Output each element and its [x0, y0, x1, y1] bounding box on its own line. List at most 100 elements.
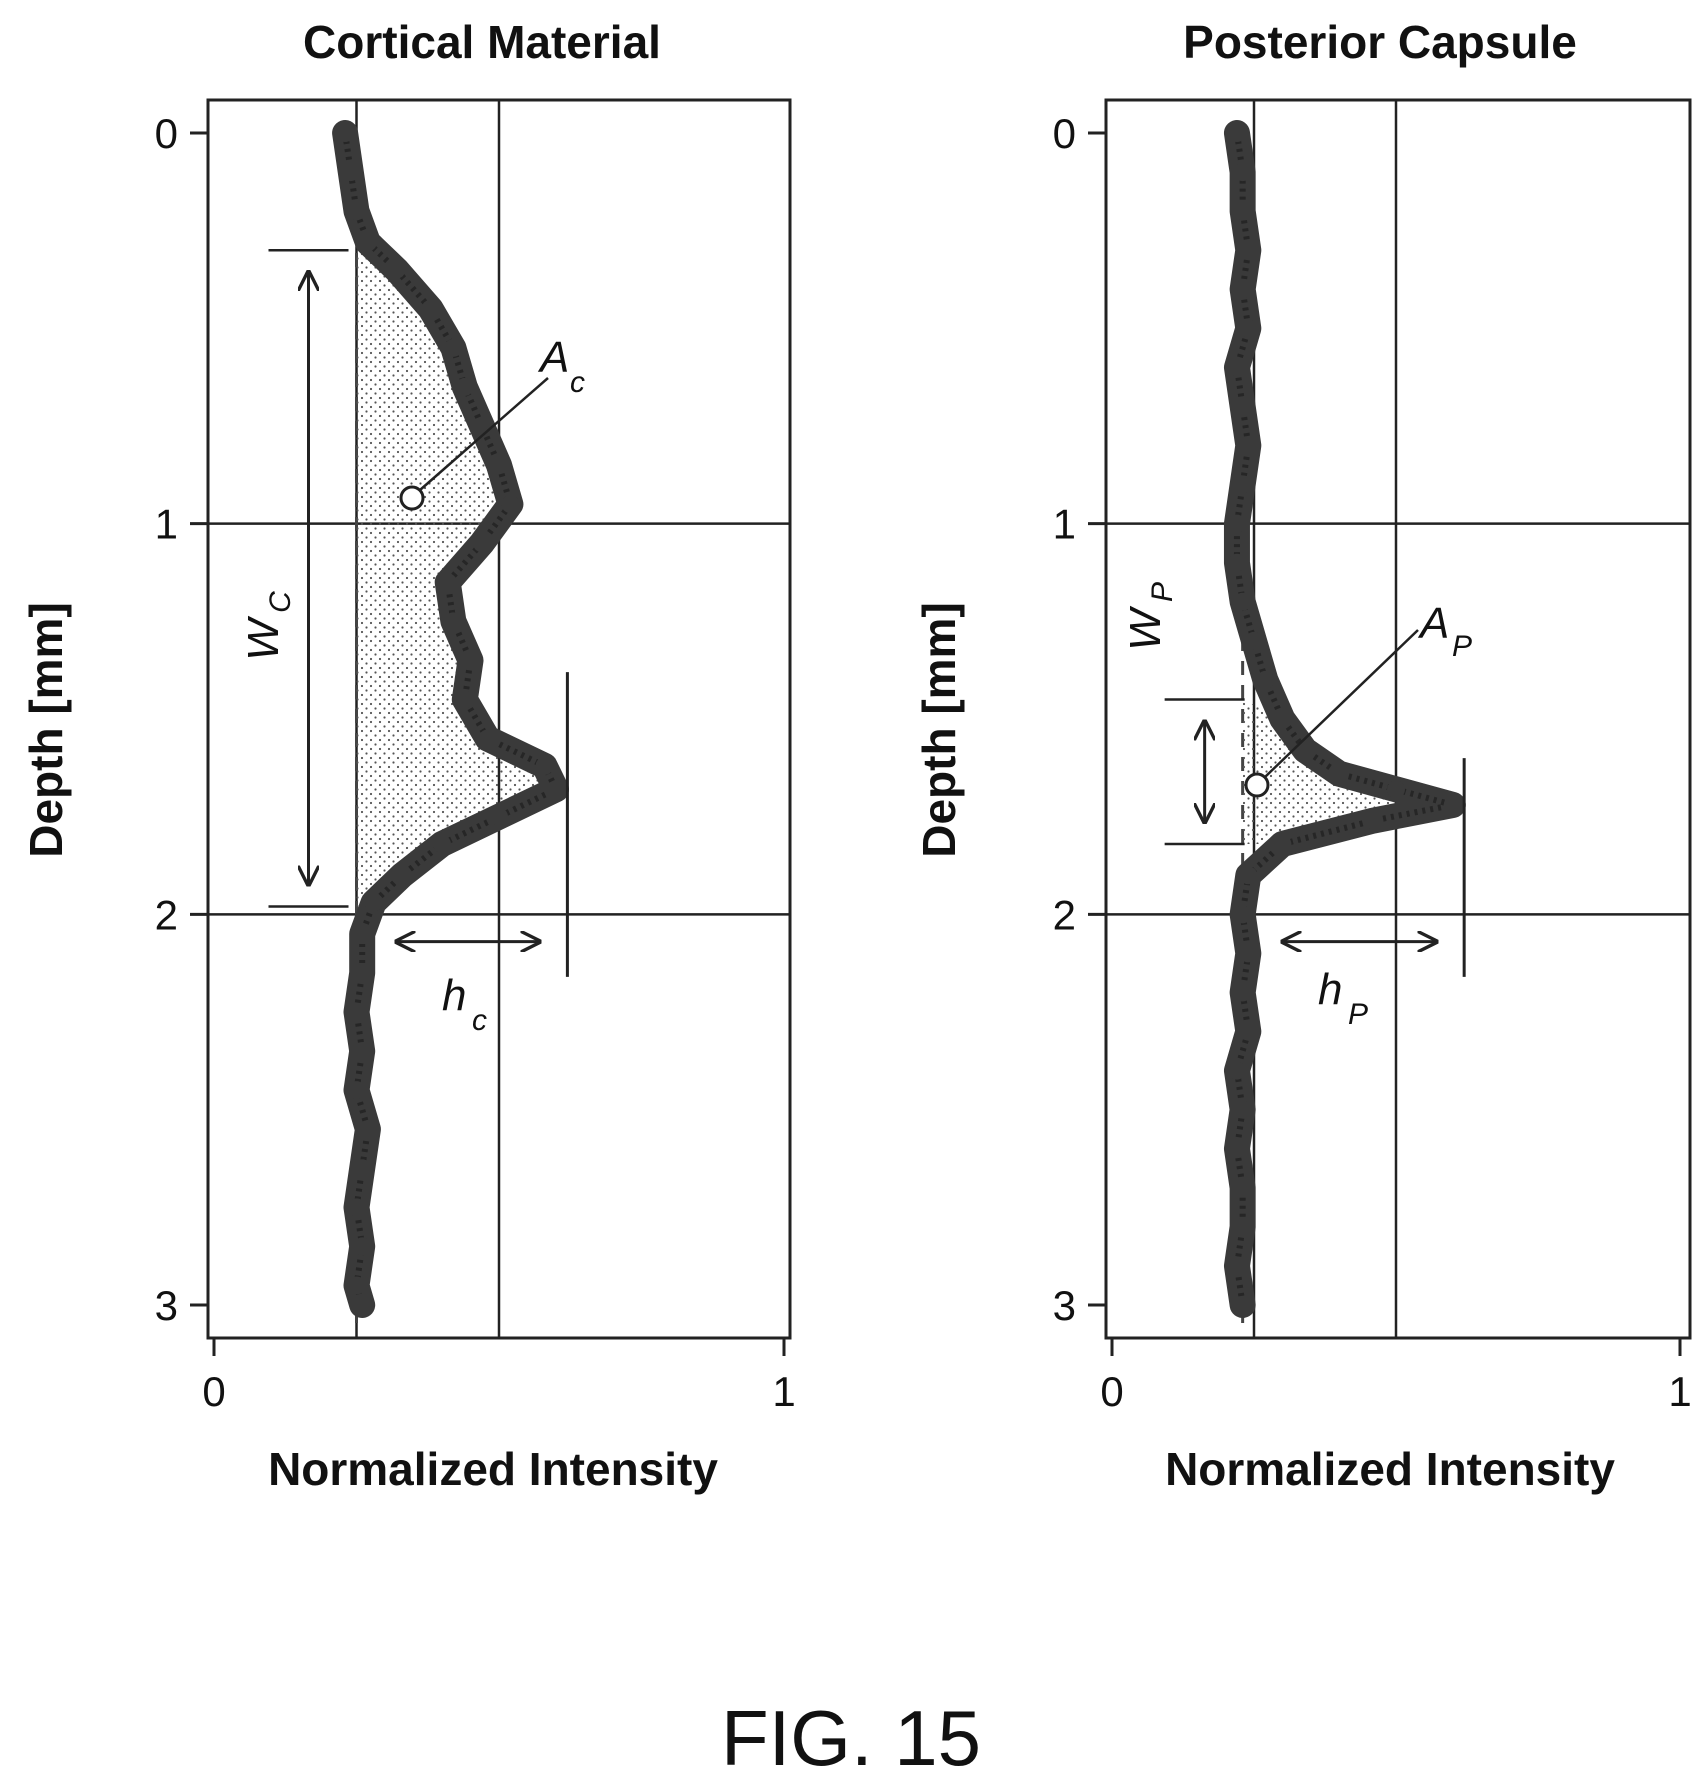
annotation-w-subscript: P — [1146, 582, 1179, 602]
data-point — [433, 835, 451, 854]
intensity-trace-texture — [1233, 132, 1454, 1306]
data-point — [1233, 475, 1252, 494]
y-tick-label: 3 — [1053, 1282, 1076, 1329]
annotation-h-symbol: h — [1318, 965, 1342, 1014]
annotation-w-symbol: W — [239, 616, 288, 661]
data-point — [490, 807, 508, 826]
data-point — [1233, 1100, 1252, 1119]
y-axis-label: Depth [mm] — [913, 602, 965, 858]
data-point — [455, 377, 474, 396]
height-annotation: h P — [1318, 965, 1368, 1031]
shaded-area-region — [356, 250, 556, 907]
y-tick-label: 1 — [1053, 501, 1076, 548]
annotation-a-subscript: P — [1452, 630, 1472, 663]
data-point — [1239, 944, 1258, 963]
width-annotation: W C — [239, 591, 297, 661]
data-point — [347, 202, 366, 221]
x-tick-label: 1 — [1668, 1368, 1691, 1415]
annotation-h-subscript: P — [1348, 998, 1368, 1031]
area-annotation: A P — [1417, 599, 1472, 663]
data-point — [472, 417, 491, 435]
data-point — [1239, 436, 1258, 455]
plot-frame — [1104, 98, 1692, 1340]
data-point — [1233, 163, 1252, 182]
annotation-a-symbol: A — [1417, 599, 1449, 648]
data-point — [1273, 835, 1292, 854]
data-point — [1233, 202, 1252, 221]
width-annotation: W P — [1121, 582, 1179, 651]
data-point — [353, 963, 372, 982]
data-point — [336, 124, 355, 142]
data-point — [1233, 280, 1252, 299]
data-point — [1227, 124, 1246, 142]
x-axis-label: Normalized Intensity — [1165, 1443, 1615, 1495]
data-point — [353, 1237, 372, 1256]
data-point — [1387, 780, 1405, 799]
data-point — [387, 260, 406, 279]
data-point — [1330, 764, 1349, 783]
y-axis-label: Depth [mm] — [20, 602, 72, 858]
data-point — [472, 534, 491, 553]
panel-cortical: Cortical Material Depth [mm] Normalized … — [20, 16, 796, 1495]
data-point — [353, 1042, 372, 1061]
y-tick-label: 0 — [155, 110, 178, 157]
data-point — [1233, 1217, 1252, 1236]
data-point — [1227, 358, 1246, 377]
data-point — [347, 1198, 366, 1217]
annotation-a-subscript: c — [570, 366, 585, 399]
data-point — [358, 233, 377, 252]
intensity-trace — [1223, 120, 1466, 1318]
data-point — [1233, 983, 1252, 1002]
area-leader-line — [419, 377, 549, 491]
annotation-w-symbol: W — [1121, 606, 1170, 651]
area-marker-circle — [399, 485, 425, 511]
data-point — [438, 573, 457, 592]
y-tick-label: 2 — [1053, 891, 1076, 938]
data-point — [444, 338, 463, 357]
data-point — [455, 690, 474, 709]
data-point — [1233, 1296, 1252, 1314]
data-point — [501, 495, 520, 514]
data-point — [461, 651, 480, 670]
data-point — [1227, 514, 1246, 533]
data-point — [1239, 1022, 1258, 1041]
data-point — [490, 456, 508, 475]
area-annotation: A c — [537, 333, 585, 399]
annotation-a-symbol: A — [537, 333, 569, 382]
data-point — [1239, 319, 1258, 338]
data-point — [1233, 397, 1252, 416]
data-point — [1227, 1256, 1246, 1275]
intensity-trace-texture — [342, 132, 561, 1306]
data-point — [1245, 631, 1263, 650]
data-point — [364, 893, 383, 912]
y-tick-label: 2 — [155, 891, 178, 938]
data-point — [1227, 1139, 1246, 1158]
data-point — [1364, 811, 1383, 830]
data-point — [478, 729, 497, 748]
data-point — [353, 924, 372, 943]
annotation-h-subscript: c — [472, 1004, 487, 1037]
data-point — [1273, 710, 1292, 728]
y-tick-label: 0 — [1053, 110, 1076, 157]
area-marker-circle — [1244, 772, 1270, 798]
x-tick-label: 0 — [202, 1368, 225, 1415]
x-tick-label: 0 — [1100, 1368, 1123, 1415]
data-point — [1227, 1061, 1246, 1080]
data-point — [535, 756, 554, 775]
chart-title: Cortical Material — [303, 16, 661, 68]
data-point — [1233, 1178, 1252, 1197]
data-point — [347, 1003, 366, 1021]
data-point — [547, 780, 565, 799]
data-point — [1296, 741, 1315, 760]
height-annotation: h c — [442, 971, 487, 1037]
data-point — [1256, 670, 1275, 689]
data-point — [1227, 553, 1246, 572]
figure-caption: FIG. 15 — [721, 1694, 981, 1779]
annotation-h-symbol: h — [442, 971, 466, 1020]
x-axis-label: Normalized Intensity — [268, 1443, 718, 1495]
data-point — [1239, 866, 1258, 885]
panel-posterior: Posterior Capsule Depth [mm] Normalized … — [913, 16, 1692, 1495]
